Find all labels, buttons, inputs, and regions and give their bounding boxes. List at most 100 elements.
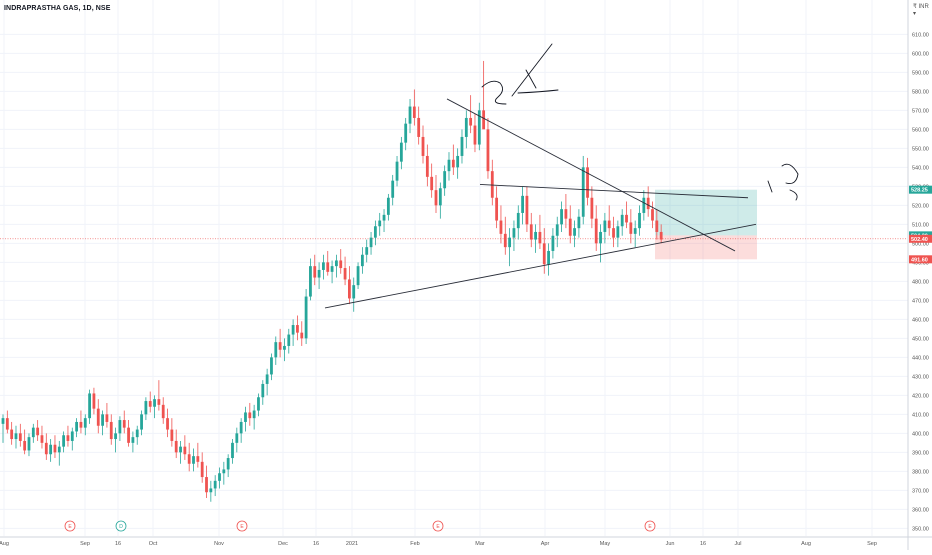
candle-up <box>516 212 520 229</box>
time-tick-label: Aug <box>0 541 9 547</box>
price-label-badge[interactable] <box>909 185 932 194</box>
handwritten-annotation[interactable] <box>525 69 537 89</box>
trendline[interactable] <box>446 98 736 252</box>
candle-down <box>148 401 152 407</box>
candle-up <box>386 197 390 215</box>
candle-up <box>274 342 278 358</box>
candle-up <box>408 106 412 124</box>
candle-down <box>105 414 109 422</box>
candle-up <box>573 228 576 236</box>
candle-up <box>218 473 221 481</box>
candle-up <box>226 458 230 470</box>
price-label-text: 502.40 <box>911 237 928 243</box>
candle-up <box>616 226 620 238</box>
candle-down <box>525 195 529 225</box>
drawings[interactable] <box>324 43 799 309</box>
handwritten-annotation[interactable] <box>511 43 553 97</box>
price-label-badge[interactable] <box>909 255 932 264</box>
candle-up <box>153 399 156 407</box>
handwritten-annotation[interactable] <box>517 89 559 94</box>
candle-up <box>239 421 243 434</box>
earnings-marker[interactable] <box>236 520 248 532</box>
candle-down <box>425 155 429 177</box>
candle-down <box>659 231 663 240</box>
candle-down <box>412 106 416 118</box>
candle-down <box>564 209 568 219</box>
candle-up <box>378 220 382 227</box>
candle-up <box>391 180 395 198</box>
candle-down <box>586 167 589 198</box>
time-tick-label: May <box>600 541 611 547</box>
event-marker-letter: D <box>119 524 123 530</box>
stop-zone[interactable] <box>655 235 757 260</box>
earnings-marker[interactable] <box>64 520 76 532</box>
candle-down <box>486 129 490 172</box>
candle-down <box>5 418 9 430</box>
candle-up <box>101 414 104 426</box>
time-tick-label: Nov <box>214 541 224 547</box>
target-zone[interactable] <box>655 189 757 236</box>
price-label-text: 528.25 <box>911 188 928 194</box>
candle-down <box>205 477 208 493</box>
price-tick-label: 510.00 <box>912 222 929 228</box>
candle-down <box>10 429 14 440</box>
time-tick-label: Sep <box>867 541 877 547</box>
candle-up <box>244 412 247 422</box>
candle-up <box>577 216 581 229</box>
dividend-marker[interactable] <box>115 520 127 532</box>
candle-down <box>92 393 96 409</box>
candle-up <box>27 437 31 451</box>
candle-down <box>495 197 499 221</box>
candle-down <box>348 279 351 299</box>
earnings-marker[interactable] <box>432 520 444 532</box>
candle-down <box>607 220 611 229</box>
handwritten-annotation[interactable] <box>789 189 798 201</box>
candle-down <box>127 427 130 443</box>
earnings-marker[interactable] <box>644 520 656 532</box>
candle-up <box>118 420 122 434</box>
position-zones[interactable] <box>655 189 757 260</box>
price-tick-label: 370.00 <box>912 488 929 494</box>
candle-up <box>135 429 139 438</box>
candle-up <box>283 345 286 350</box>
currency-selector[interactable]: ₹ INR ▾ <box>913 4 929 17</box>
handwritten-annotation[interactable] <box>481 80 507 105</box>
candle-down <box>568 218 572 236</box>
candle-down <box>66 435 70 441</box>
price-tick-label: 450.00 <box>912 336 929 342</box>
candle-up <box>287 334 291 346</box>
time-tick-label: Apr <box>541 541 550 547</box>
time-tick-label: 16 <box>115 541 121 547</box>
price-tick-label: 540.00 <box>912 165 929 171</box>
candle-down <box>430 176 434 191</box>
price-label-badge[interactable] <box>909 234 932 243</box>
candle-up <box>599 231 602 244</box>
candle-down <box>451 159 455 168</box>
time-tick-label: Jun <box>666 541 675 547</box>
price-tick-label: 490.00 <box>912 260 929 266</box>
candle-up <box>192 456 195 464</box>
trendline[interactable] <box>324 223 757 309</box>
candle-up <box>352 285 356 299</box>
candle-down <box>612 228 615 238</box>
handwritten-annotation[interactable] <box>767 180 773 193</box>
candle-down <box>248 412 252 419</box>
candle-down <box>166 418 169 430</box>
candle-up <box>57 446 61 453</box>
candle-up <box>642 197 646 213</box>
trendline[interactable] <box>479 184 749 199</box>
time-tick-label: 16 <box>700 541 706 547</box>
candle-up <box>62 435 66 447</box>
candle-down <box>625 214 628 223</box>
candle-up <box>551 235 555 251</box>
candle-up <box>560 209 563 225</box>
candle-up <box>555 224 559 236</box>
candle-up <box>235 433 239 443</box>
handwritten-annotation[interactable] <box>781 163 799 185</box>
candle-down <box>196 456 200 462</box>
time-tick-label: 2021 <box>346 541 358 547</box>
